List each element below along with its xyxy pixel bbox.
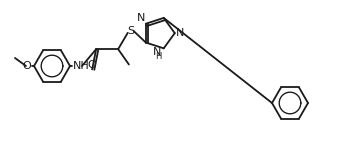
Text: N: N: [153, 47, 162, 57]
Text: S: S: [127, 26, 134, 36]
Text: NH: NH: [73, 61, 90, 71]
Text: N: N: [136, 13, 145, 23]
Text: H: H: [155, 52, 162, 61]
Text: N: N: [176, 28, 184, 38]
Text: O: O: [22, 61, 31, 71]
Text: O: O: [88, 60, 97, 70]
